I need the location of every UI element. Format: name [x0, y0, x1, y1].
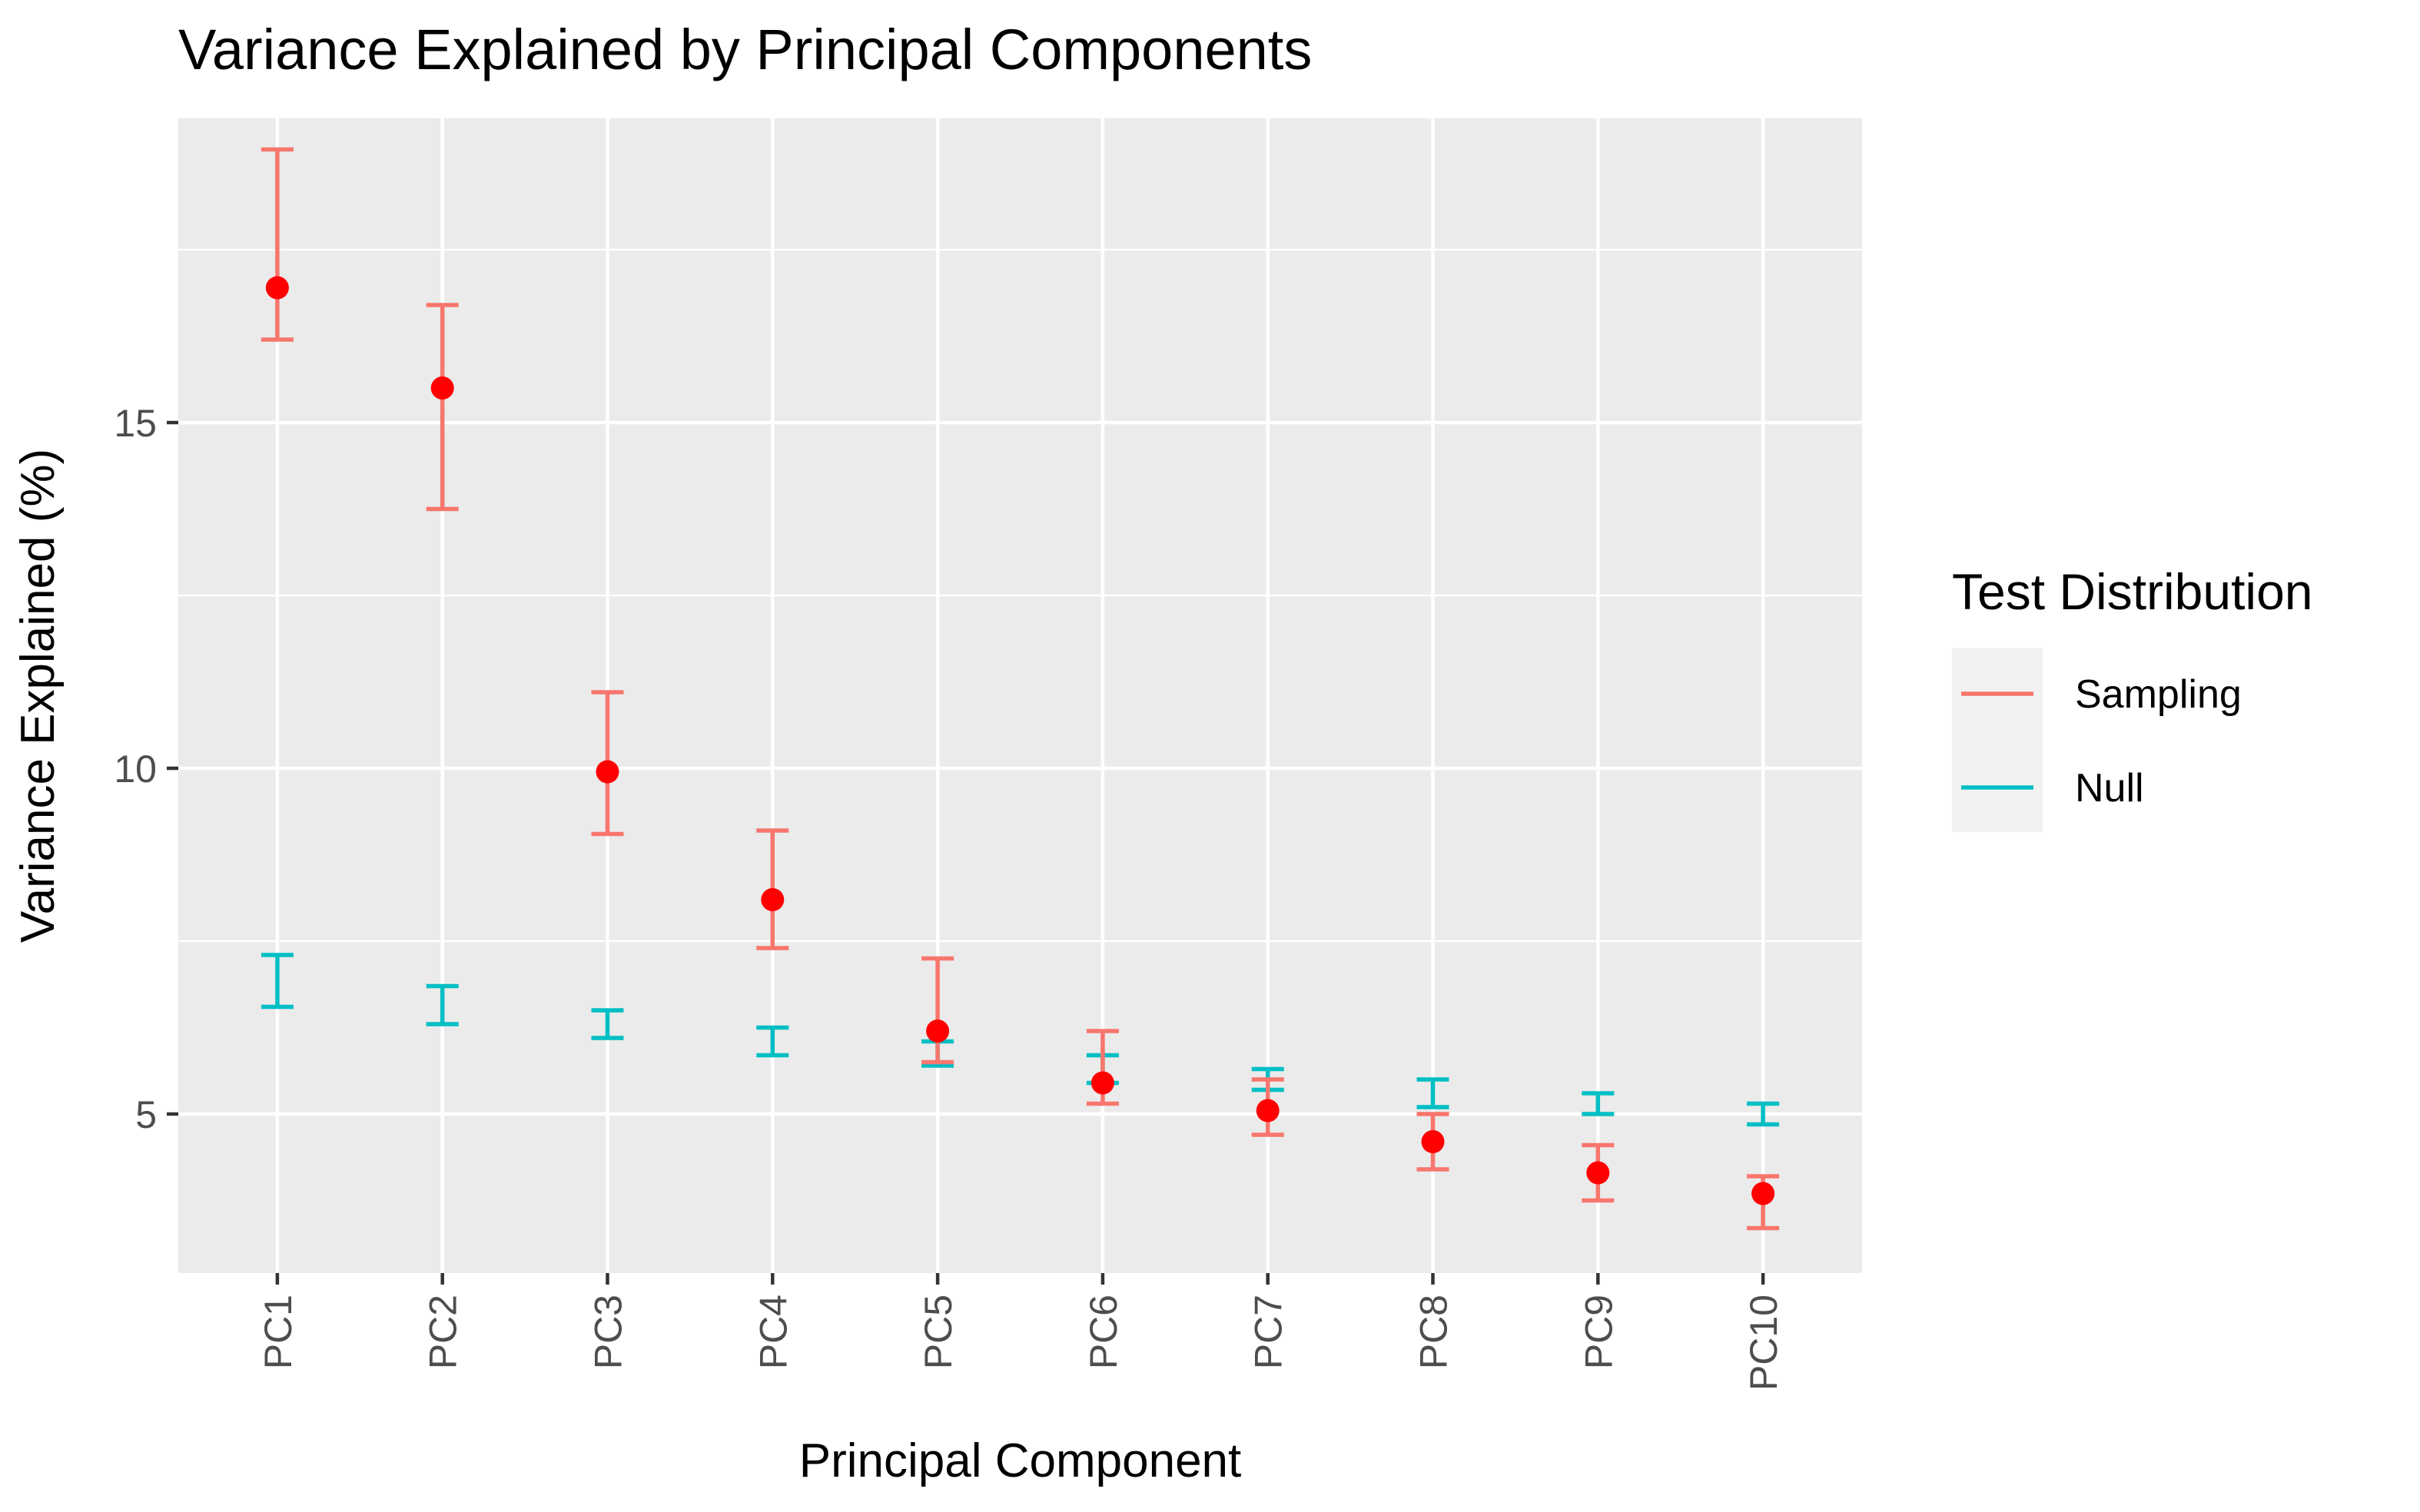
- x-tick-label: PC8: [1412, 1295, 1456, 1369]
- legend-key-background: [1952, 648, 2043, 832]
- errorbar: [1416, 1077, 1449, 1109]
- x-tick-label: PC6: [1082, 1295, 1125, 1369]
- legend-entry: Sampling: [1961, 672, 2242, 717]
- x-tick-label: PC4: [752, 1295, 795, 1369]
- x-tick-label: PC1: [257, 1295, 300, 1369]
- x-tick-label: PC10: [1742, 1295, 1785, 1391]
- legend-label: Sampling: [2075, 672, 2242, 717]
- errorbar: [1582, 1091, 1615, 1116]
- minor-gridlines: [178, 248, 1862, 943]
- sampling-point: [1256, 1099, 1280, 1122]
- sampling-point: [596, 760, 619, 784]
- y-axis-label: Variance Explained (%): [12, 449, 65, 943]
- sampling-point: [1586, 1161, 1610, 1185]
- legend-entry: Null: [1961, 766, 2144, 811]
- errorbar: [1747, 1101, 1780, 1127]
- x-axis-label: Principal Component: [799, 1434, 1242, 1487]
- y-tick-label: 15: [114, 402, 157, 445]
- chart-title: Variance Explained by Principal Componen…: [178, 18, 1312, 81]
- errorbar: [261, 147, 294, 342]
- errorbar: [426, 983, 459, 1026]
- plot-panel: [178, 118, 1862, 1273]
- sampling-point: [926, 1020, 950, 1043]
- errorbar: [921, 956, 954, 1065]
- sampling-point: [1751, 1182, 1775, 1205]
- sampling-point: [761, 888, 785, 911]
- x-axis: PC1 PC2 PC3 PC4 PC5 PC6 PC7 PC8 PC9 PC10: [257, 1273, 1785, 1391]
- x-tick-label: PC3: [586, 1295, 629, 1369]
- y-tick-label: 10: [114, 748, 157, 791]
- y-tick-label: 5: [135, 1093, 157, 1136]
- errorbar: [756, 1025, 789, 1058]
- x-tick-label: PC2: [422, 1295, 465, 1369]
- sampling-point: [265, 276, 289, 300]
- sampling-points: [265, 276, 1775, 1205]
- sampling-point: [430, 376, 454, 400]
- sampling-point: [1090, 1071, 1114, 1095]
- legend-title: Test Distribution: [1952, 563, 2313, 620]
- errorbar: [261, 953, 294, 1010]
- null-errorbars: [261, 953, 1780, 1127]
- x-tick-label: PC5: [917, 1295, 960, 1369]
- y-axis: 5 10 15: [114, 402, 178, 1136]
- legend-label: Null: [2075, 766, 2144, 811]
- x-tick-label: PC7: [1247, 1295, 1290, 1369]
- x-tick-label: PC9: [1577, 1295, 1620, 1369]
- legend: Test Distribution Sampling Null: [1952, 563, 2313, 832]
- errorbar: [591, 1008, 624, 1040]
- sampling-point: [1421, 1130, 1445, 1153]
- errorbar: [426, 303, 459, 512]
